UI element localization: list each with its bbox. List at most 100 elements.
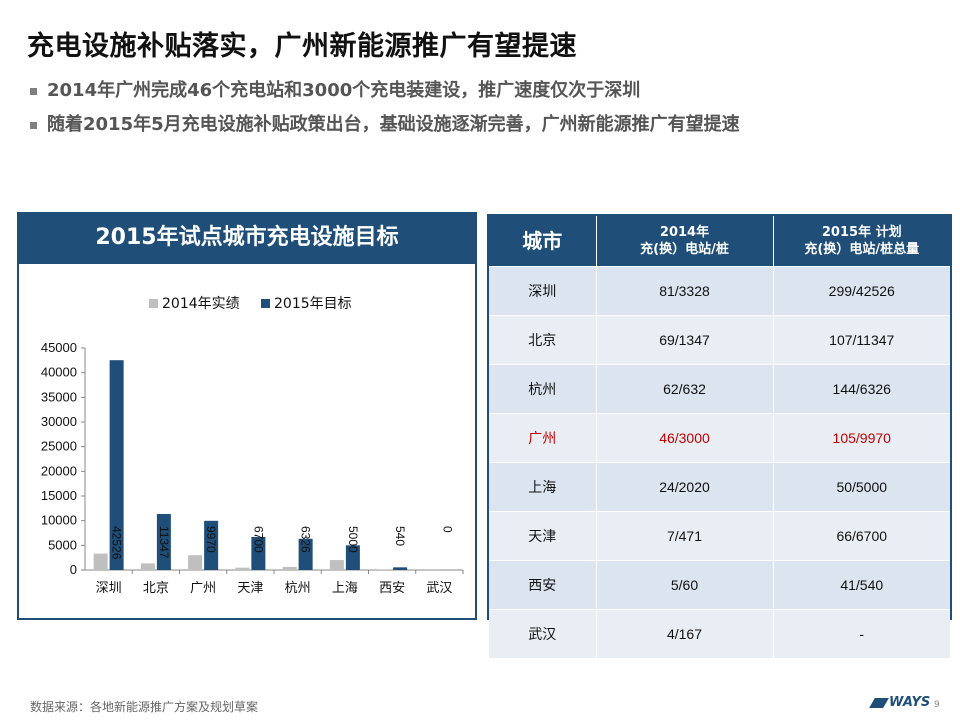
bar-2015	[345, 545, 360, 570]
table-header-line: 2015年 计划	[821, 225, 902, 240]
bullet-item: 2014年广州完成46个充电站和3000个充电装建设，推广速度仅次于深圳	[30, 78, 740, 112]
bullet-item: 随着2015年5月充电设施补贴政策出台，基础设施逐渐完善，广州新能源推广有望提速	[30, 112, 740, 146]
table-cell-y2014: 81/3328	[596, 266, 774, 316]
page-title: 充电设施补贴落实，广州新能源推广有望提速	[27, 31, 577, 62]
chart-title: 2015年试点城市充电设施目标	[19, 214, 475, 264]
x-category-label: 广州	[190, 581, 216, 596]
table-cell-y2015: 105/9970	[773, 413, 950, 463]
bar-value-label: 540	[393, 526, 407, 546]
target-table: 城市 2014年 充(换）电站/桩 2015年 计划 充(换）电站/桩总量 深圳 81/3…	[489, 216, 950, 658]
legend-swatch-2015	[261, 299, 270, 308]
table-row: 广州 46/3000 105/9970	[489, 413, 950, 463]
table-header-line: 城市	[522, 228, 563, 253]
bar-2015	[298, 538, 313, 570]
table-header-row: 城市 2014年 充(换）电站/桩 2015年 计划 充(换）电站/桩总量	[489, 216, 950, 267]
table-cell-y2014: 7/471	[596, 511, 774, 561]
bar-2014	[329, 560, 344, 570]
legend-label-2014: 2014年实绩	[162, 296, 240, 312]
bar-chart: 0 5000 10000 15000 20000 25000 30000 35000 40000…	[41, 296, 464, 596]
bar-value-label: 5000	[346, 526, 360, 553]
legend-label-2015: 2015年目标	[274, 296, 352, 312]
table-cell-y2015: 299/42526	[773, 266, 950, 316]
table-body: 深圳 81/3328 299/42526 北京 69/1347 107/11347 杭州 62…	[489, 266, 950, 658]
bar-value-label: 0	[440, 526, 454, 533]
legend-swatch-2014	[149, 299, 158, 308]
x-category-label: 北京	[143, 581, 169, 596]
table-cell-city: 广州	[489, 413, 597, 463]
bar-2014	[93, 553, 108, 570]
table-cell-y2014: 46/3000	[596, 413, 774, 463]
bar-2015	[251, 536, 266, 570]
table-cell-y2015: 144/6326	[773, 364, 950, 414]
bar-value-label: 11347	[157, 526, 171, 559]
table-cell-city: 北京	[489, 315, 597, 365]
table-cell-city: 西安	[489, 560, 597, 610]
table-cell-y2015: 50/5000	[773, 462, 950, 512]
bar-value-label: 6700	[251, 526, 265, 553]
bar-value-label: 42526	[110, 526, 124, 560]
y-tick-label: 25000	[41, 439, 77, 454]
bar-2014	[282, 566, 297, 570]
y-tick-label: 40000	[41, 365, 77, 380]
bullet-text: 2014年广州完成46个充电站和3000个充电装建设，推广速度仅次于深圳	[47, 80, 641, 101]
table-header-1: 2014年充(换）电站/桩	[596, 216, 774, 267]
x-category-label: 深圳	[96, 581, 122, 596]
data-source-note: 数据来源：各地新能源推广方案及规划草案	[30, 700, 259, 714]
table-header-line: 充(换）电站/桩	[640, 242, 729, 257]
table-cell-city: 杭州	[489, 364, 597, 414]
table-cell-y2015: 66/6700	[773, 511, 950, 561]
y-tick-label: 35000	[41, 389, 77, 404]
logo-mark-icon	[869, 697, 889, 708]
y-tick-label: 15000	[41, 488, 77, 503]
table-row: 西安 5/60 41/540	[489, 560, 950, 610]
table-cell-y2014: 4/167	[596, 609, 774, 658]
bar-2014	[140, 563, 155, 570]
table-row: 武汉 4/167-	[489, 609, 950, 658]
square-bullet-icon	[30, 87, 37, 95]
table-cell-y2014: 24/2020	[596, 462, 774, 512]
bar-2015	[393, 567, 408, 570]
table-row: 深圳 81/3328 299/42526	[489, 266, 950, 316]
bar-2015	[156, 514, 171, 570]
table-cell-city: 武汉	[489, 609, 597, 658]
bar-value-label: 9970	[204, 526, 218, 553]
table-row: 北京 69/1347 107/11347	[489, 315, 950, 365]
logo-text: WAYS	[889, 695, 931, 710]
ways-logo: WAYS	[869, 695, 931, 710]
chart-panel: 2015年试点城市充电设施目标 0 5000 10000 15000 20000 2500…	[17, 212, 477, 620]
bar-2015	[204, 520, 219, 570]
bar-2014	[188, 555, 203, 570]
y-tick-label: 0	[70, 562, 77, 577]
table-header-0: 城市	[489, 216, 597, 267]
table-cell-y2014: 62/632	[596, 364, 774, 414]
page-number: 9	[934, 700, 940, 710]
x-category-label: 上海	[332, 581, 358, 596]
y-tick-label: 5000	[48, 537, 77, 552]
bar-2014	[235, 567, 250, 570]
y-tick-label: 30000	[41, 414, 77, 429]
table-row: 天津 7/471 66/6700	[489, 511, 950, 561]
bullet-list: 2014年广州完成46个充电站和3000个充电装建设，推广速度仅次于深圳 随着2…	[30, 78, 740, 146]
table-cell-city: 天津	[489, 511, 597, 561]
target-table-panel: 城市 2014年 充(换）电站/桩 2015年 计划 充(换）电站/桩总量 深圳 81/3…	[487, 214, 952, 658]
table-header-2: 2015年 计划充(换）电站/桩总量	[773, 216, 950, 267]
table-row: 上海 24/2020 50/5000	[489, 462, 950, 512]
x-category-label: 天津	[237, 581, 263, 596]
bar-2015	[109, 360, 124, 570]
bullet-text: 随着2015年5月充电设施补贴政策出台，基础设施逐渐完善，广州新能源推广有望提速	[47, 114, 740, 135]
x-category-label: 武汉	[426, 581, 452, 596]
x-category-label: 西安	[379, 581, 405, 596]
table-cell-y2015: 107/11347	[773, 315, 950, 365]
table-cell-city: 深圳	[489, 266, 597, 316]
bar-2014	[424, 569, 439, 570]
table-header-line: 2014年	[659, 225, 710, 240]
table-cell-y2015: -	[773, 609, 950, 658]
table-header-line: 充(换）电站/桩总量	[804, 242, 920, 257]
bar-value-label: 6326	[299, 526, 313, 553]
table-cell-city: 上海	[489, 462, 597, 512]
table-cell-y2014: 69/1347	[596, 315, 774, 365]
square-bullet-icon	[30, 121, 37, 129]
table-cell-y2014: 5/60	[596, 560, 774, 610]
y-tick-label: 10000	[41, 513, 77, 528]
y-tick-label: 20000	[41, 463, 77, 478]
